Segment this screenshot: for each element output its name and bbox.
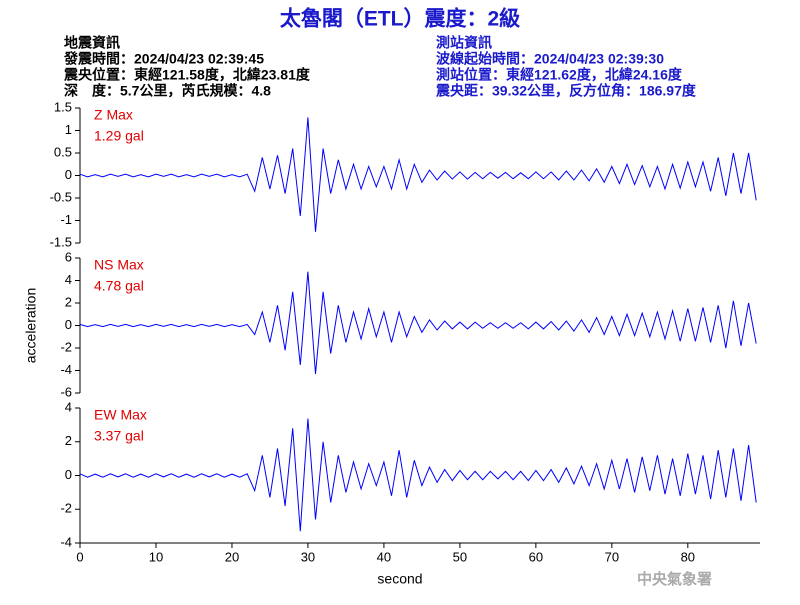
x-tick-label: 50 — [453, 549, 467, 564]
station-info: 測站位置：東經121.62度，北緯24.16度 — [436, 67, 683, 83]
x-tick-label: 40 — [377, 549, 391, 564]
y-tick-label: 0 — [65, 317, 72, 332]
y-tick-label: 4 — [65, 272, 72, 287]
y-tick-label: -4 — [60, 362, 72, 377]
y-tick-label: -2 — [60, 501, 72, 516]
y-tick-label: -1 — [60, 212, 72, 227]
y-tick-label: -0.5 — [50, 189, 72, 204]
x-tick-label: 10 — [149, 549, 163, 564]
y-tick-label: -2 — [60, 339, 72, 354]
x-axis-label: second — [377, 571, 422, 587]
x-tick-label: 80 — [681, 549, 695, 564]
component-label: EW Max — [94, 407, 147, 423]
event-info: 地震資訊 — [64, 35, 120, 51]
event-info: 深 度：5.7公里，芮氏規模：4.8 — [64, 83, 271, 99]
y-tick-label: 2 — [65, 433, 72, 448]
y-tick-label: 6 — [65, 249, 72, 264]
station-info: 波線起始時間：2024/04/23 02:39:30 — [436, 51, 664, 67]
y-axis-label: acceleration — [23, 288, 39, 364]
event-info: 發震時間：2024/04/23 02:39:45 — [63, 51, 264, 67]
x-tick-label: 30 — [301, 549, 315, 564]
y-tick-label: -6 — [60, 384, 72, 399]
y-tick-label: 2 — [65, 294, 72, 309]
y-tick-label: 0 — [65, 467, 72, 482]
max-label: 4.78 gal — [94, 278, 144, 294]
station-info: 測站資訊 — [436, 35, 492, 51]
component-label: Z Max — [94, 107, 133, 123]
y-tick-label: 0 — [65, 167, 72, 182]
max-label: 1.29 gal — [94, 128, 144, 144]
max-label: 3.37 gal — [94, 428, 144, 444]
y-tick-label: 0.5 — [54, 144, 72, 159]
component-label: NS Max — [94, 257, 144, 273]
y-tick-label: 4 — [65, 399, 72, 414]
x-tick-label: 70 — [605, 549, 619, 564]
waveform — [79, 117, 757, 232]
station-info: 震央距：39.32公里，反方位角：186.97度 — [435, 83, 697, 99]
waveform — [79, 271, 757, 374]
waveform — [79, 418, 757, 532]
x-tick-label: 60 — [529, 549, 543, 564]
y-tick-label: 1.5 — [54, 99, 72, 114]
y-tick-label: -4 — [60, 534, 72, 549]
credit: 中央氣象署 — [637, 570, 712, 588]
event-info: 震央位置：東經121.58度，北緯23.81度 — [63, 67, 311, 83]
title: 太魯閣（ETL）震度：2級 — [280, 7, 520, 31]
y-tick-label: -1.5 — [50, 234, 72, 249]
y-tick-label: 1 — [65, 122, 72, 137]
x-tick-label: 20 — [225, 549, 239, 564]
x-tick-label: 0 — [76, 549, 83, 564]
